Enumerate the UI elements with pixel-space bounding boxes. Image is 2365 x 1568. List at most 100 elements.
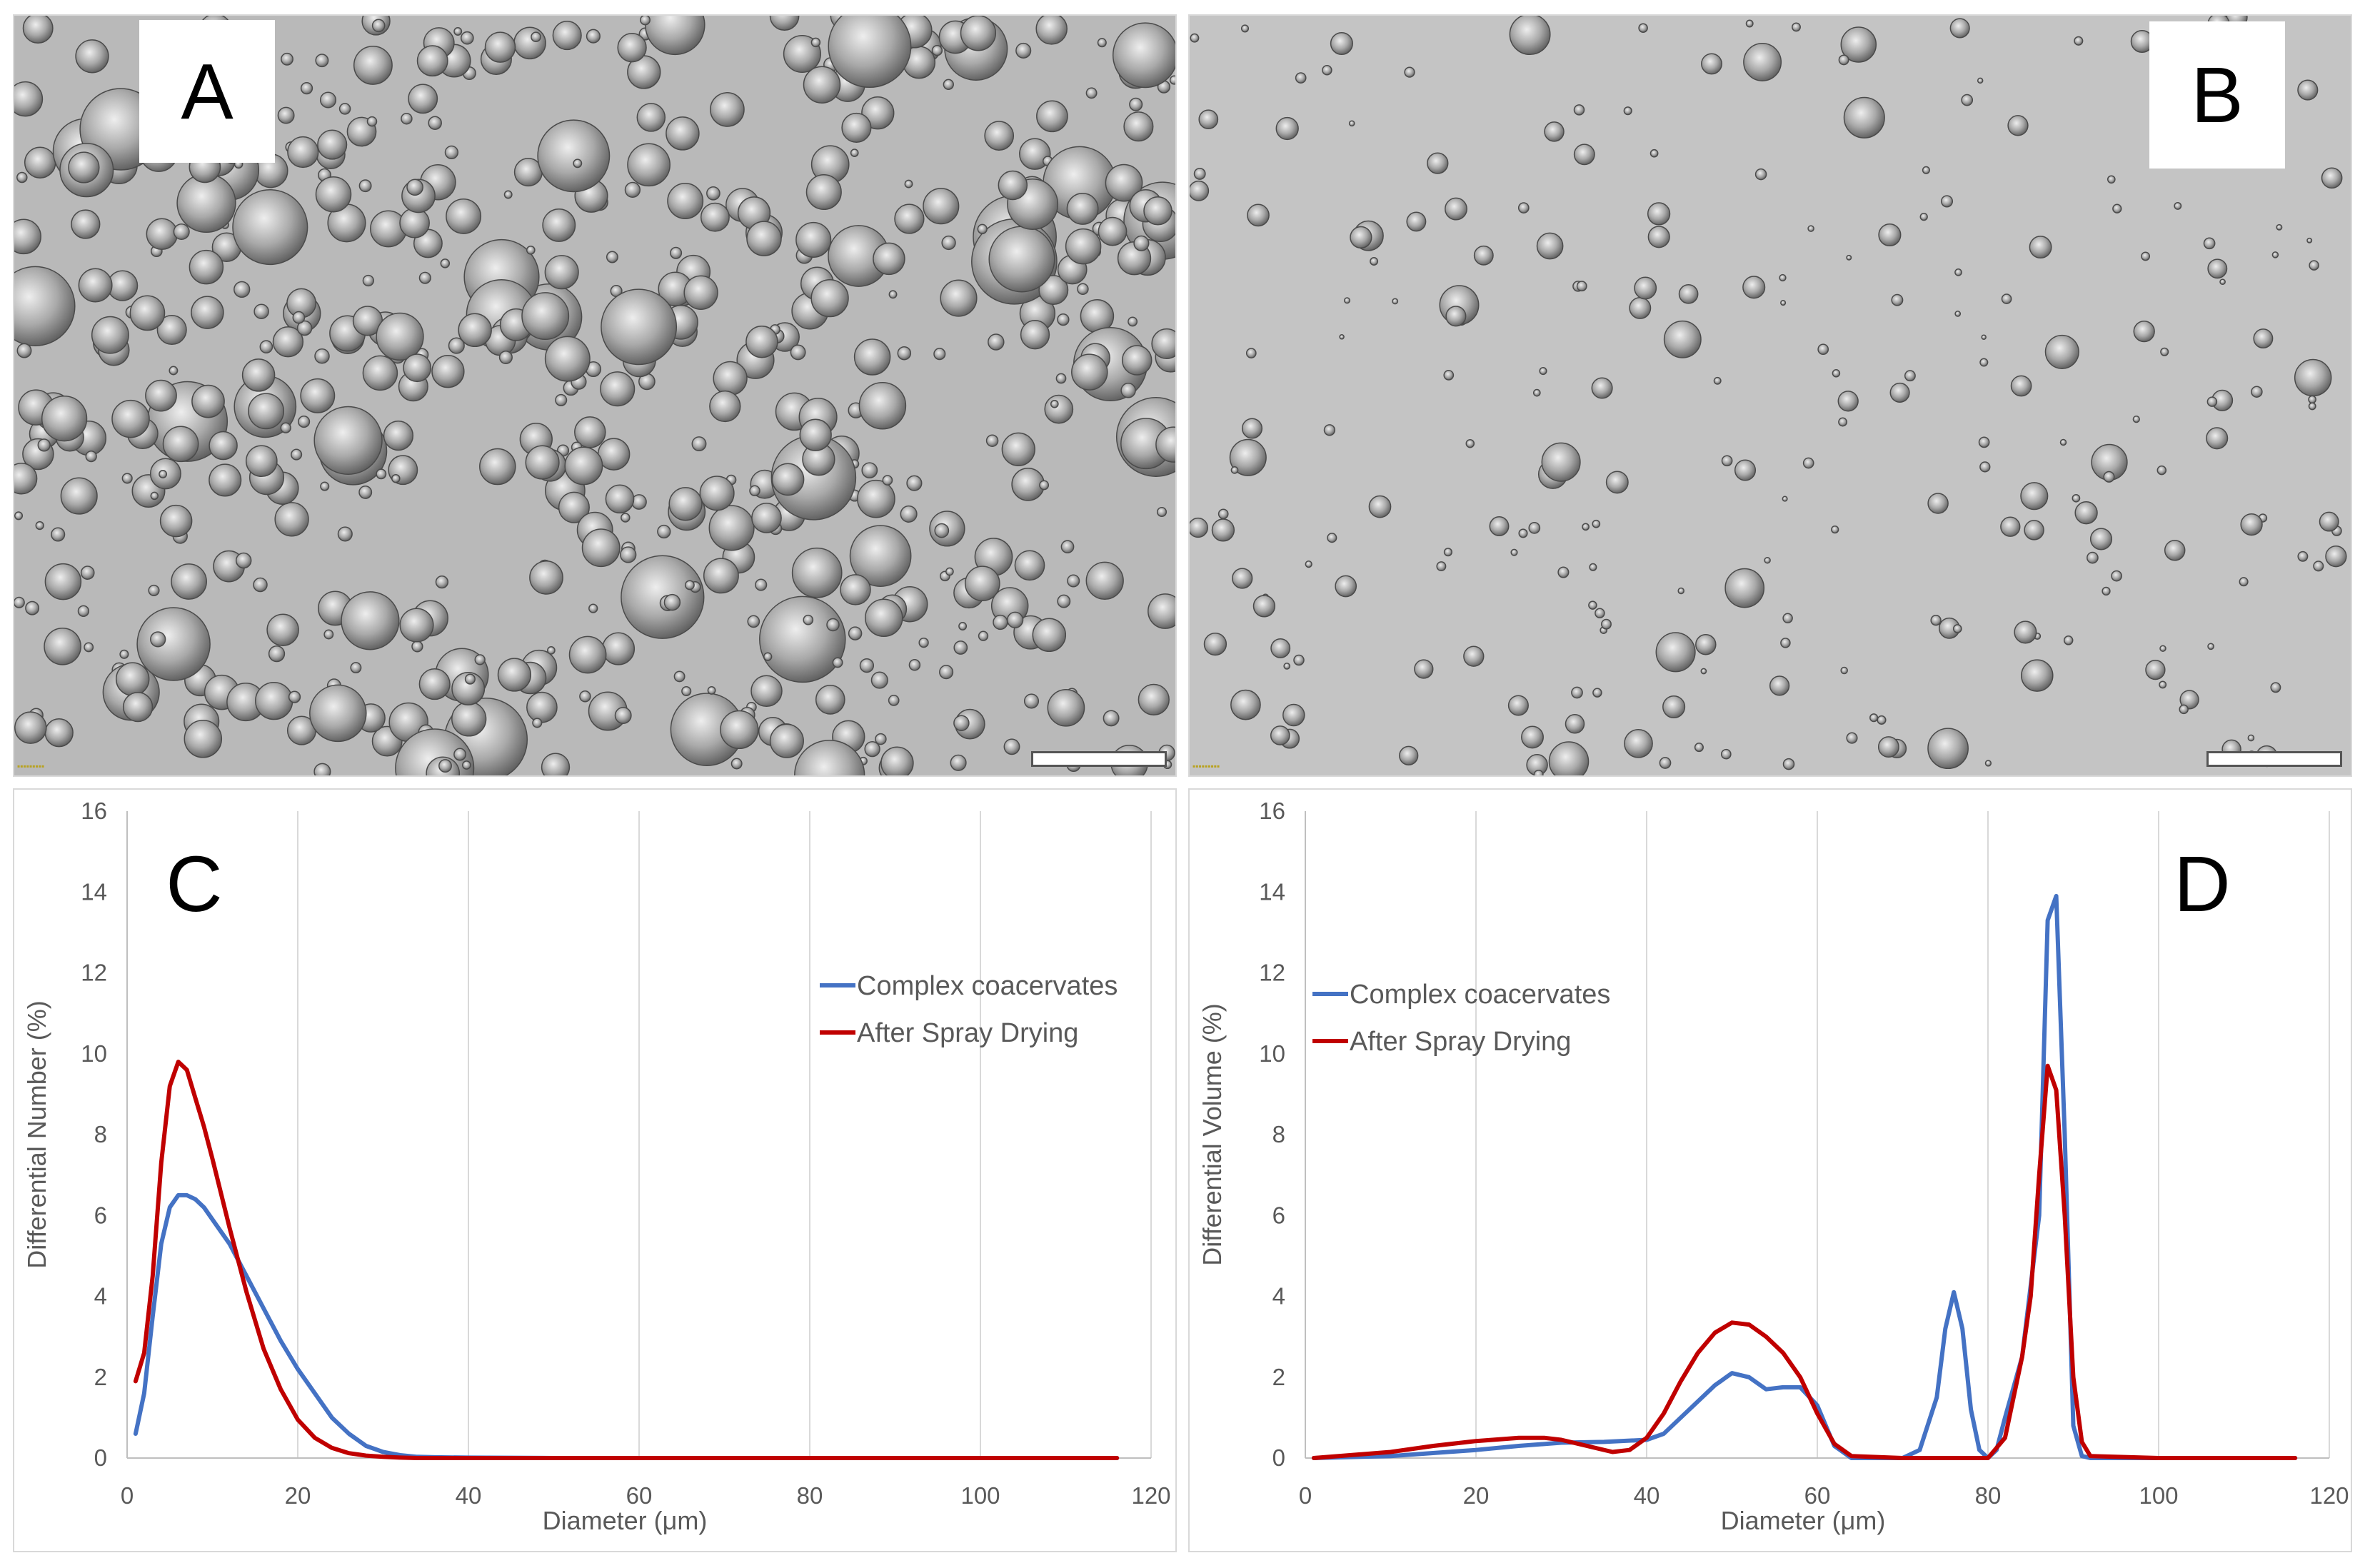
droplet [1571, 686, 1583, 699]
droplet [1605, 471, 1629, 494]
droplet [1044, 394, 1074, 424]
droplet [574, 416, 606, 448]
droplet [401, 112, 413, 125]
droplet [1077, 283, 1089, 296]
y-tick-label: 2 [94, 1364, 107, 1390]
droplet [1518, 528, 1528, 538]
droplet [85, 450, 97, 463]
droplet [2160, 347, 2169, 356]
droplet [2308, 402, 2316, 411]
droplet [586, 29, 601, 44]
droplet [1695, 633, 1717, 655]
droplet [1979, 358, 1989, 367]
droplet [1838, 54, 1849, 66]
droplet [1305, 560, 1312, 568]
chart-d: 0 20 40 60 80 100 120 0 2 4 6 8 10 12 14 16 Diameter (μm… [1197, 798, 2349, 1535]
droplet [588, 603, 598, 613]
droplet [14, 511, 24, 521]
droplet [2029, 236, 2052, 259]
droplet [2021, 659, 2054, 692]
droplet [614, 707, 632, 724]
droplet [1190, 180, 1210, 201]
droplet [145, 379, 177, 412]
droplet [977, 223, 988, 234]
droplet [2087, 551, 2099, 564]
droplet [2010, 375, 2032, 397]
droplet [1629, 296, 1652, 319]
droplet [474, 654, 486, 665]
droplet [1802, 457, 1814, 469]
droplet [1465, 438, 1475, 448]
droplet [1981, 334, 1987, 340]
droplet [1203, 632, 1227, 656]
droplet [552, 21, 582, 51]
droplet [1190, 33, 1200, 43]
y-tick-label: 12 [1259, 960, 1285, 986]
droplet [581, 528, 621, 568]
droplet [1155, 426, 1175, 463]
micrograph-panel-a: A ▪▪▪▪▪▪▪▪▪ [13, 14, 1177, 777]
droplet [1877, 736, 1899, 758]
droplet [1807, 225, 1814, 232]
droplet [1039, 480, 1050, 491]
x-tick-label: 20 [1463, 1482, 1490, 1509]
x-tick-label: 80 [1975, 1482, 2002, 1509]
chart-panel-d: 0 20 40 60 80 100 120 0 2 4 6 8 10 12 14 16 Diameter (μm… [1188, 788, 2352, 1552]
droplet [1399, 745, 1419, 765]
droplet [1927, 728, 1969, 770]
droplet [1404, 66, 1415, 78]
droplet [1001, 432, 1035, 466]
droplet [763, 652, 773, 661]
droplet [620, 546, 637, 563]
droplet [1954, 268, 1962, 276]
droplet [451, 701, 487, 737]
droplet [864, 740, 880, 758]
droplet [428, 116, 442, 130]
droplet [1588, 600, 1597, 610]
droplet [408, 84, 438, 114]
droplet [403, 353, 432, 383]
droplet [503, 190, 513, 199]
droplet [832, 657, 843, 668]
droplet [1650, 149, 1659, 158]
droplet [159, 504, 193, 538]
droplet [173, 223, 190, 241]
droplet [2059, 438, 2067, 446]
droplet [600, 371, 636, 407]
droplet [1743, 43, 1782, 81]
droplet [1780, 300, 1787, 306]
droplet [1060, 540, 1075, 554]
droplet [1677, 587, 1684, 595]
droplet [850, 149, 859, 157]
droplet [888, 695, 900, 706]
droplet [908, 659, 921, 671]
droplet [988, 226, 1055, 293]
droplet [1591, 377, 1613, 399]
droplet [750, 675, 783, 708]
droplet [1662, 695, 1686, 719]
droplet [255, 681, 293, 720]
droplet [1015, 42, 1032, 59]
droplet [1489, 516, 1510, 536]
droplet [1595, 608, 1605, 618]
droplet [2112, 203, 2122, 213]
droplet [209, 463, 242, 497]
droplet [710, 92, 745, 127]
droplet [498, 350, 513, 365]
droplet [148, 584, 160, 596]
droplet [259, 340, 273, 354]
droplet [2313, 561, 2324, 572]
droplet [2111, 570, 2122, 582]
droplet [624, 181, 641, 198]
droplet [2107, 175, 2116, 184]
droplet [1927, 493, 1949, 514]
droplet [2219, 278, 2226, 286]
droplet [904, 179, 913, 189]
droplet [749, 485, 760, 497]
droplet [1533, 769, 1544, 775]
droplet [691, 436, 707, 452]
chart-panel-c: 0 20 40 60 80 100 120 0 2 4 6 8 10 12 14 16 Diameter (μm… [13, 788, 1177, 1552]
droplet [667, 183, 704, 219]
droplet [826, 618, 840, 632]
droplet [146, 218, 179, 251]
